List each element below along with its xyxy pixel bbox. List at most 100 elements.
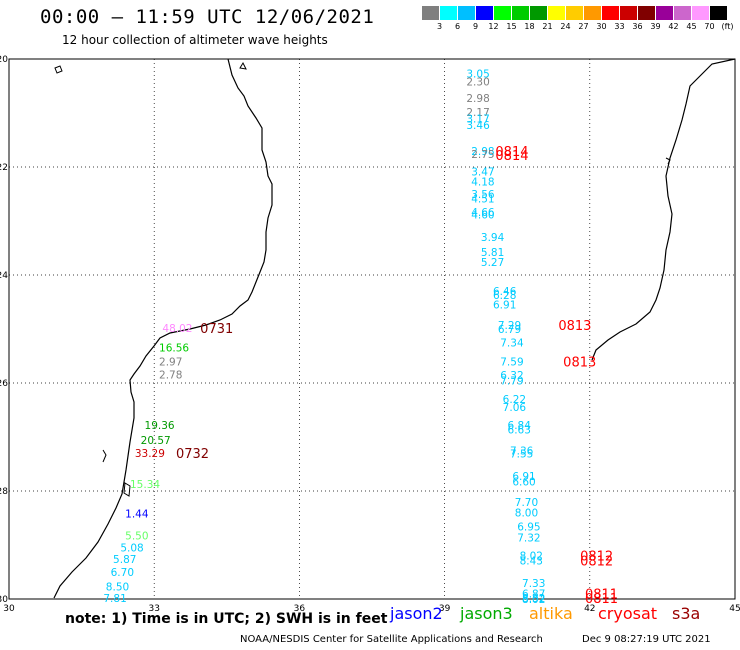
wave-height-label: 7.29 [498, 320, 521, 332]
map-title: 00:00 – 11:59 UTC 12/06/2021 [40, 6, 375, 28]
legend-swatch [602, 6, 619, 20]
wave-height-label: 2.97 [159, 356, 182, 368]
legend-swatch [710, 6, 727, 20]
wave-height-label: 6.84 [508, 420, 532, 432]
pass-time-label: 0812 [580, 549, 613, 564]
pass-time-label: 0732 [176, 447, 209, 462]
wave-height-labels: 3.052.302.982.173.173.462.982.753.474.18… [103, 69, 545, 606]
wave-height-label: 6.95 [517, 522, 540, 534]
wave-height-label: 7.79 [500, 375, 523, 387]
longitude-tick-label: 42 [584, 604, 595, 614]
wave-height-label: 7.36 [510, 446, 534, 458]
legend-label: 45 [686, 22, 697, 31]
pass-time-label: 0731 [200, 322, 233, 337]
wave-height-label: 6.79 [498, 324, 521, 336]
wave-height-label: 3.17 [466, 113, 489, 125]
wave-height-label: 7.59 [500, 356, 523, 368]
wave-height-label: 20.57 [141, 435, 171, 447]
wave-height-label: 3.47 [471, 166, 494, 178]
legend-label: 15 [506, 22, 517, 31]
wave-height-label: 2.30 [466, 77, 489, 89]
wave-height-label: 8.02 [522, 594, 545, 606]
wave-height-label: 6.91 [493, 300, 516, 312]
wave-height-label: 3.94 [481, 232, 505, 244]
wave-height-label: 5.87 [113, 554, 136, 566]
latitude-tick-label: -28 [0, 487, 8, 497]
wave-height-label: 6.28 [493, 290, 516, 302]
wave-height-label: 4.18 [471, 177, 494, 189]
map-frame [8, 58, 736, 600]
wave-height-label: 7.06 [503, 402, 527, 414]
latitude-tick-label: -24 [0, 271, 8, 281]
axis-ticks: 30 33 36 39 42 45 -20 -22 -24 -26 -28 -30 [0, 55, 740, 614]
legend-swatch [692, 6, 709, 20]
wave-height-label: 5.27 [481, 257, 504, 269]
madagascar-coastline [591, 58, 736, 361]
wave-height-label: 6.70 [111, 567, 134, 579]
legend-label: 27 [578, 22, 589, 31]
legend-swatch [620, 6, 637, 20]
wave-height-label: 5.81 [481, 247, 504, 259]
pass-time-label: 0813 [563, 355, 596, 370]
longitude-tick-label: 36 [294, 604, 306, 614]
wave-height-label: 5.50 [125, 530, 148, 542]
legend-label: 18 [524, 22, 535, 31]
legend-swatch [656, 6, 673, 20]
wave-height-label: 19.36 [145, 420, 175, 432]
legend-label: 3 [436, 22, 443, 31]
legend-label: 12 [488, 22, 499, 31]
wave-height-label: 1.44 [125, 509, 149, 521]
longitude-tick-label: 39 [439, 604, 451, 614]
wave-height-label: 8.00 [515, 508, 538, 520]
legend-label: 36 [632, 22, 643, 31]
wave-height-label: 8.50 [106, 582, 129, 594]
wave-height-label: 4.51 [471, 193, 494, 205]
satellite-cryosat: cryosat [598, 604, 658, 623]
wave-height-label: 6.63 [508, 424, 531, 436]
wave-height-label: 6.46 [493, 286, 517, 298]
wave-height-label: 8.02 [520, 550, 543, 562]
wave-height-label: 2.98 [471, 146, 494, 158]
wave-height-label: 2.75 [471, 149, 494, 161]
pass-time-label: 0814 [495, 145, 528, 160]
legend-label: 21 [542, 22, 553, 31]
wave-height-label: 7.70 [515, 497, 538, 509]
wave-height-label: 6.32 [500, 370, 523, 382]
wave-height-label: 3.46 [466, 120, 490, 132]
legend-swatch [674, 6, 691, 20]
wave-height-label: 7.32 [517, 532, 540, 544]
wave-height-label: 6.91 [512, 471, 535, 483]
legend-swatch [458, 6, 475, 20]
wave-height-label: 7.34 [500, 338, 524, 350]
latitude-tick-label: -30 [0, 595, 8, 605]
wave-height-label: 7.81 [103, 593, 126, 605]
pass-time-label: 0813 [558, 319, 591, 334]
pass-time-label: 0811 [585, 592, 618, 607]
legend-label: 24 [560, 22, 571, 31]
wave-height-label: 4.66 [471, 207, 495, 219]
wave-height-label: 16.56 [159, 342, 189, 354]
legend-swatch [494, 6, 511, 20]
credit-line: NOAA/NESDIS Center for Satellite Applica… [240, 634, 543, 645]
map-subtitle: 12 hour collection of altimeter wave hei… [62, 33, 328, 47]
legend-label: 9 [472, 22, 479, 31]
wave-height-label: 6.22 [503, 394, 526, 406]
wave-height-label: 2.17 [466, 107, 489, 119]
wave-height-label: 15.34 [130, 479, 160, 491]
legend-swatch [512, 6, 529, 20]
legend-label: 70 [704, 22, 715, 31]
legend-swatch [566, 6, 583, 20]
legend-swatch [548, 6, 565, 20]
footer-note: note: 1) Time is in UTC; 2) SWH is in fe… [65, 611, 388, 627]
latitude-tick-label: -22 [0, 163, 8, 173]
satellite-altika: altika [529, 604, 573, 623]
latitude-tick-label: -20 [0, 55, 8, 65]
color-scale-legend: 3 6 9 12 15 18 21 24 27 30 33 36 39 42 45 70 (ft) [422, 6, 734, 34]
wave-height-label: 3.56 [471, 189, 495, 201]
wave-height-label: 33.29 [135, 448, 165, 460]
wave-height-label: 8.43 [520, 556, 543, 568]
legend-swatch [530, 6, 547, 20]
longitude-tick-label: 45 [729, 604, 740, 614]
